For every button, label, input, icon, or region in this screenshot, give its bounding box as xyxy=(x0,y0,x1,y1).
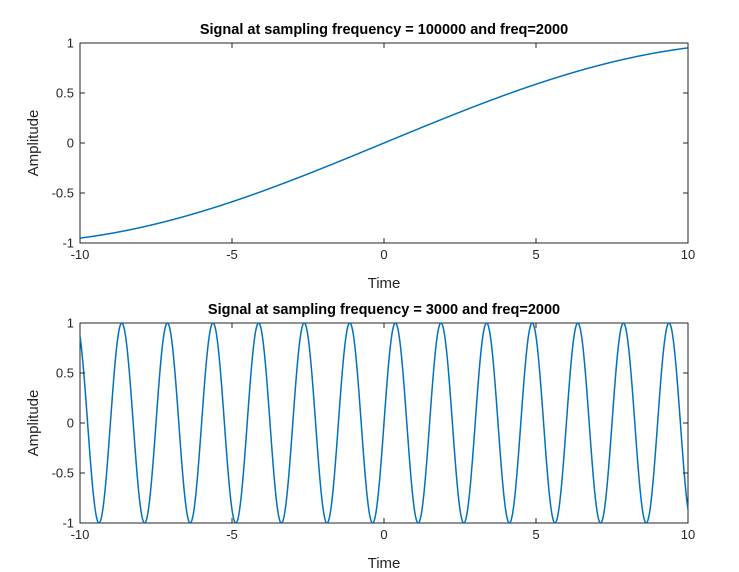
tick-layer: -10 -5 0 5 10 1 0.5 0 -0.5 -1 xyxy=(52,36,696,263)
y-tick-label: 1 xyxy=(67,36,74,51)
y-axis-label: Amplitude xyxy=(25,390,42,457)
series-line xyxy=(79,322,689,524)
x-tick-label: 0 xyxy=(380,527,387,542)
x-tick-label: 10 xyxy=(681,527,695,542)
x-tick-label: 5 xyxy=(532,247,539,262)
plot-bottom: Signal at sampling frequency = 3000 and … xyxy=(25,302,695,572)
plot-top: Signal at sampling frequency = 100000 an… xyxy=(25,22,695,292)
x-tick-label: -10 xyxy=(71,247,90,262)
y-tick-label: -1 xyxy=(62,516,74,531)
y-tick-label: 1 xyxy=(67,316,74,331)
chart-title: Signal at sampling frequency = 100000 an… xyxy=(200,22,568,38)
y-tick-label: -1 xyxy=(62,236,74,251)
y-tick-label: -0.5 xyxy=(52,186,74,201)
series-layer xyxy=(79,47,689,239)
y-tick-label: 0 xyxy=(67,136,74,151)
tick-layer: -10 -5 0 5 10 1 0.5 0 -0.5 -1 xyxy=(52,316,696,543)
x-tick-label: 10 xyxy=(681,247,695,262)
x-axis-label: Time xyxy=(368,275,401,292)
x-tick-label: -5 xyxy=(226,527,238,542)
y-tick-label: -0.5 xyxy=(52,466,74,481)
x-tick-label: 0 xyxy=(380,247,387,262)
y-tick-label: 0.5 xyxy=(56,86,74,101)
series-line xyxy=(79,47,689,239)
x-axis-label: Time xyxy=(368,555,401,572)
y-tick-label: 0.5 xyxy=(56,366,74,381)
x-tick-label: -5 xyxy=(226,247,238,262)
x-tick-label: -10 xyxy=(71,527,90,542)
chart-title: Signal at sampling frequency = 3000 and … xyxy=(208,302,560,318)
y-tick-label: 0 xyxy=(67,416,74,431)
y-axis-label: Amplitude xyxy=(25,110,42,177)
series-layer xyxy=(79,322,689,524)
x-tick-label: 5 xyxy=(532,527,539,542)
